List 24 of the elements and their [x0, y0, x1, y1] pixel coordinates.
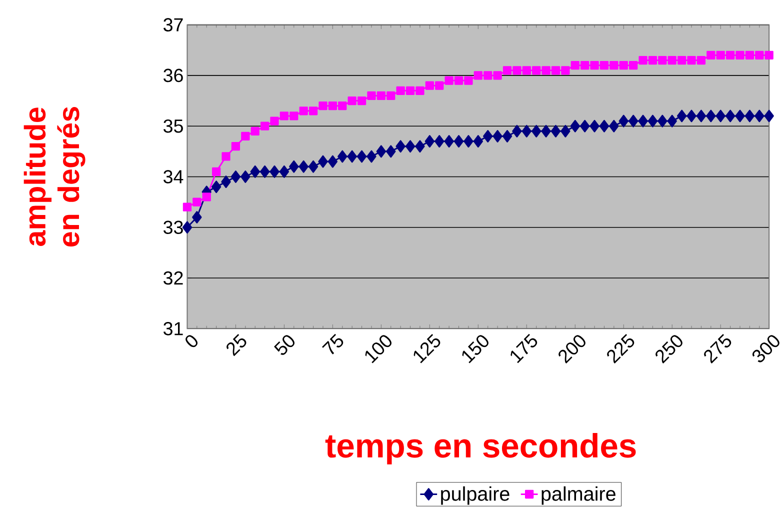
x-tick-label: 25	[226, 334, 246, 356]
x-tick-label: 225	[607, 334, 634, 364]
y-tick-label: 36	[164, 68, 183, 82]
x-tick-label: 300	[752, 334, 780, 362]
x-tick-label: 150	[462, 334, 488, 364]
x-tick-label: 0	[186, 334, 198, 347]
x-tick-label: 250	[656, 334, 682, 364]
legend-label: pulpaire	[441, 486, 510, 505]
y-tick-label: 37	[164, 18, 183, 32]
y-tick-label: 31	[164, 322, 183, 336]
y-tick-label: 33	[164, 220, 183, 234]
x-tick-label: 100	[365, 334, 392, 364]
x-tick-label: 50	[274, 334, 294, 355]
x-tick-label: 125	[414, 334, 440, 364]
y-tick-label: 35	[164, 119, 183, 133]
y-tick-label: 32	[164, 271, 183, 284]
x-tick-label: 275	[704, 334, 732, 364]
y-tick-label: 34	[164, 170, 184, 184]
x-tick-label: 200	[558, 334, 586, 364]
legend-label: palmaire	[542, 486, 616, 505]
x-axis-title: temps en secondes	[325, 432, 636, 464]
y-axis-title: amplitude en degrés	[24, 106, 86, 246]
x-tick-label: 175	[510, 334, 538, 363]
x-tick-label: 75	[322, 334, 344, 354]
